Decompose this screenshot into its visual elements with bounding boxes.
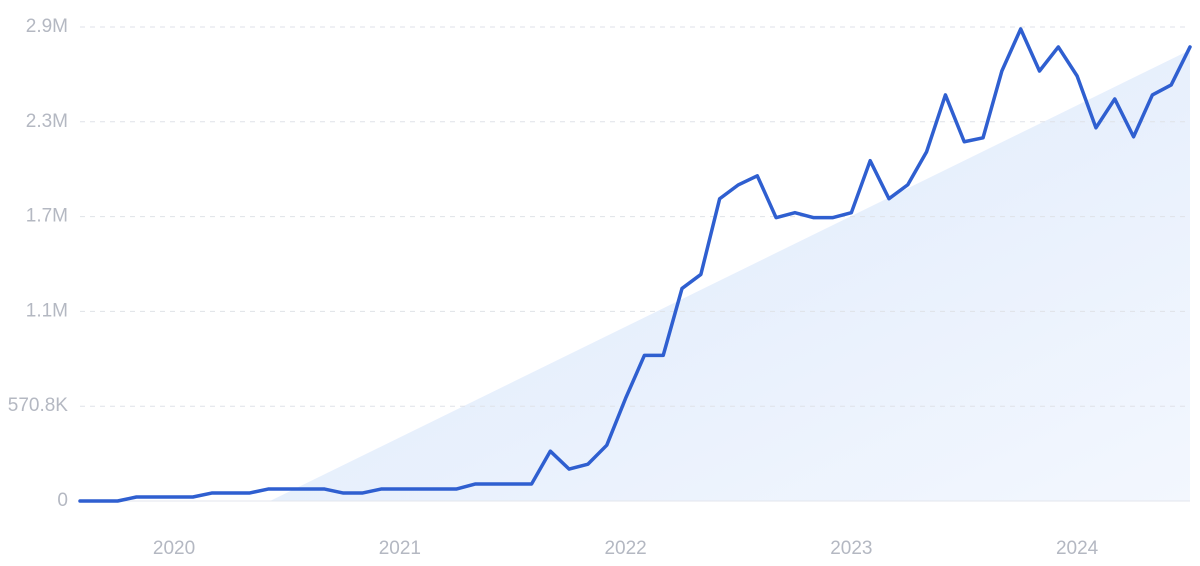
x-tick-label: 2022 bbox=[604, 538, 646, 559]
x-tick-label: 2021 bbox=[379, 538, 421, 559]
x-tick-label: 2024 bbox=[1056, 538, 1099, 559]
y-tick-label: 1.1M bbox=[26, 300, 68, 321]
y-tick-label: 570.8K bbox=[8, 395, 69, 416]
trend-area bbox=[270, 50, 1190, 501]
y-tick-label: 2.3M bbox=[26, 111, 68, 132]
y-tick-label: 2.9M bbox=[26, 16, 68, 37]
data-line bbox=[78, 27, 1192, 503]
y-tick-label: 1.7M bbox=[26, 206, 68, 227]
x-tick-label: 2023 bbox=[830, 538, 872, 559]
y-tick-label: 0 bbox=[57, 490, 68, 511]
x-tick-label: 2020 bbox=[153, 538, 195, 559]
